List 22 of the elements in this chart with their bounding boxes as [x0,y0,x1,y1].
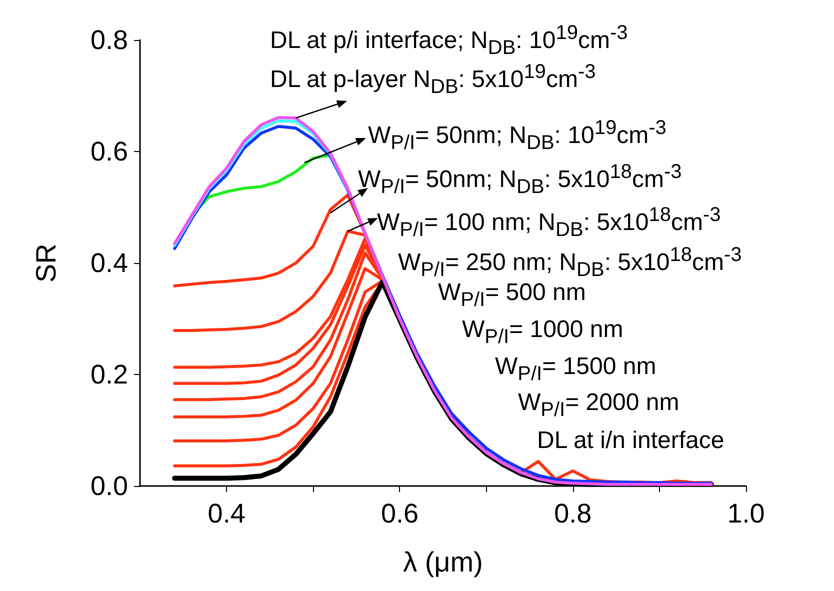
annotation: W$_{P/I}$= 100 nm; N$_{DB}$: 5x10$^{18}$cm$^{-3}$ [377,203,721,243]
annotation: W$_{P/I}$= 50nm; N$_{DB}$: 10$^{19}$cm$^{-3}$ [368,116,666,156]
y-tick-label: 0.6 [90,136,128,166]
x-tick-label: 0.4 [208,498,246,528]
x-tick-label: 0.6 [380,498,418,528]
x-tick-label: 0.8 [554,498,592,528]
annotation: W$_{P/I}$= 1000 nm [462,316,624,350]
annotation: DL at p/i interface; N$_{DB}$: 10$^{19}$cm$^{-3}$ [270,21,628,61]
annotation: W$_{P/I}$= 2000 nm [518,389,680,423]
annotation: DL at p-layer N$_{DB}$: 5x10$^{19}$cm$^{-3}$ [270,60,596,100]
annotation: W$_{P/I}$= 500 nm [438,279,586,313]
y-tick-label: 0.0 [90,471,128,501]
x-tick-label: 1.0 [727,498,765,528]
annotation: DL at i/n interface [537,427,724,455]
annotation: W$_{P/I}$= 50nm; N$_{DB}$: 5x10$^{18}$cm$^{-3}$ [358,160,682,200]
y-tick-label: 0.4 [90,248,128,278]
y-axis-title: SR [30,244,62,282]
x-axis-title: λ (μm) [403,546,483,578]
y-tick-label: 0.8 [90,25,128,55]
y-tick-label: 0.2 [90,360,128,390]
annotation: W$_{P/I}$= 250 nm; N$_{DB}$: 5x10$^{18}$cm$^{-3}$ [398,244,742,281]
annotation: W$_{P/I}$= 1500 nm [495,353,656,387]
